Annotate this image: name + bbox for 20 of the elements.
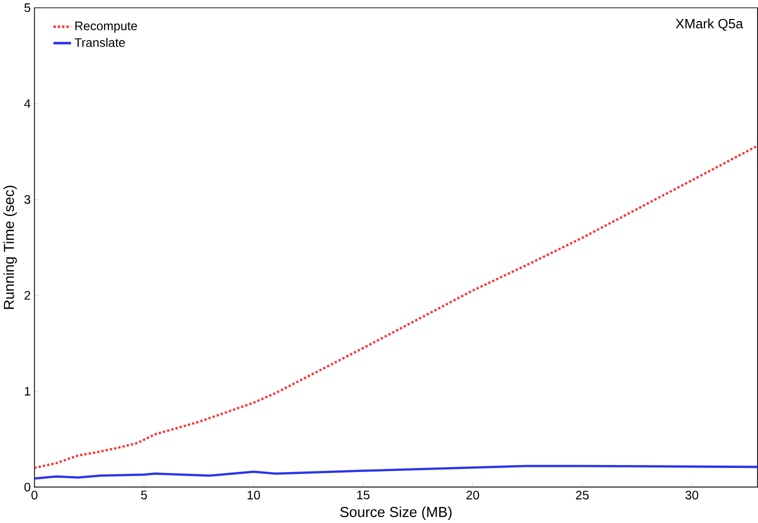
x-tick-label: 15 — [357, 490, 370, 500]
y-tick-label: 5 — [24, 3, 30, 12]
line-series — [34, 144, 758, 469]
legend-label: Recompute — [75, 21, 137, 33]
x-tick-label: 20 — [466, 490, 480, 500]
x-tick-label: 0 — [31, 490, 38, 500]
y-tick-label: 0 — [24, 482, 30, 492]
y-tick-label: 2 — [24, 290, 30, 300]
x-tick-label: 30 — [685, 490, 698, 500]
line-series — [34, 464, 758, 480]
y-tick-label: 1 — [24, 386, 30, 396]
y-tick-label: 3 — [24, 194, 30, 204]
text: XMark Q5a — [676, 18, 744, 31]
x-tick-label: 10 — [248, 490, 260, 500]
x-axis-title: Source Size (MB) — [340, 506, 452, 520]
x-tick-label: 5 — [141, 490, 147, 500]
x-tick-label: 25 — [576, 490, 589, 500]
y-axis-title: Running Time (sec) — [3, 186, 17, 309]
y-tick-label: 4 — [24, 99, 30, 108]
legend-label: Translate — [74, 38, 125, 47]
